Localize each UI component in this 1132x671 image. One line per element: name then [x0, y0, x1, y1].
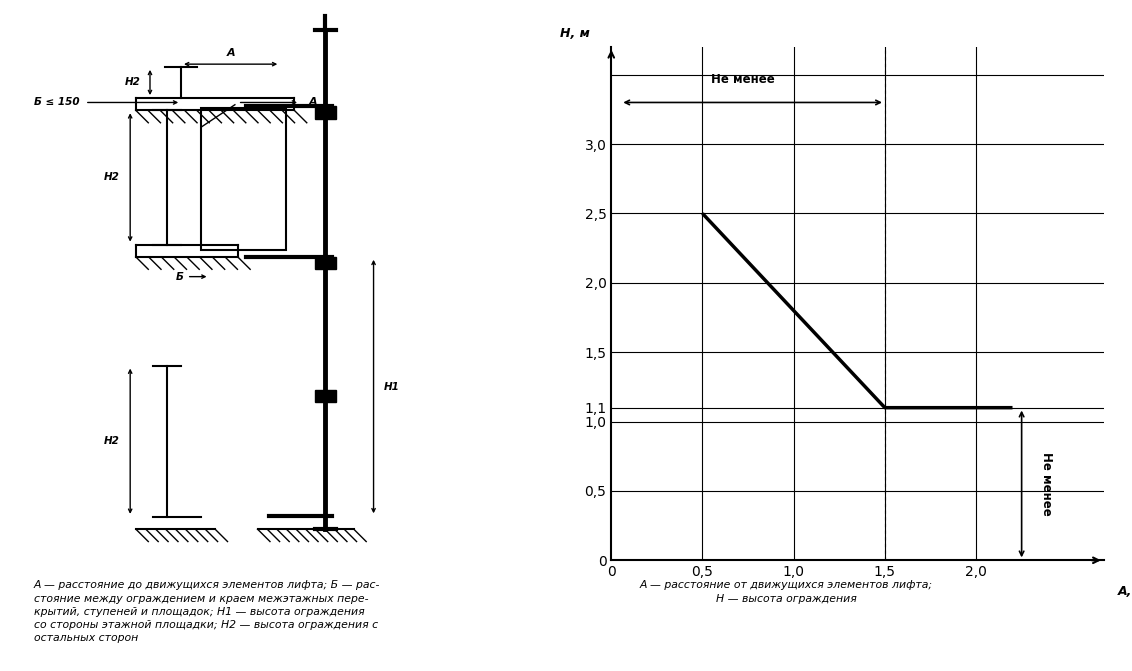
- Text: Б ≤ 150: Б ≤ 150: [34, 97, 79, 107]
- Text: А: А: [308, 97, 317, 107]
- Text: Не менее: Не менее: [711, 73, 774, 86]
- Text: А, м: А, м: [1118, 585, 1132, 599]
- Bar: [201, 107, 285, 250]
- Text: Не менее: Не менее: [1040, 452, 1053, 516]
- Bar: [315, 390, 336, 403]
- Text: H2: H2: [104, 436, 120, 446]
- Text: А: А: [226, 48, 235, 58]
- Text: Б: Б: [177, 272, 183, 282]
- Bar: [315, 257, 336, 269]
- Bar: [315, 107, 336, 119]
- Text: А — расстояние от движущихся элементов лифта;
Н — высота ограждения: А — расстояние от движущихся элементов л…: [640, 580, 933, 604]
- Text: H2: H2: [125, 77, 142, 87]
- Text: H2: H2: [104, 172, 120, 183]
- Text: Н, м: Н, м: [559, 27, 590, 40]
- Text: А — расстояние до движущихся элементов лифта; Б — рас-
стояние между ограждением: А — расстояние до движущихся элементов л…: [34, 580, 380, 643]
- Text: H1: H1: [384, 382, 400, 392]
